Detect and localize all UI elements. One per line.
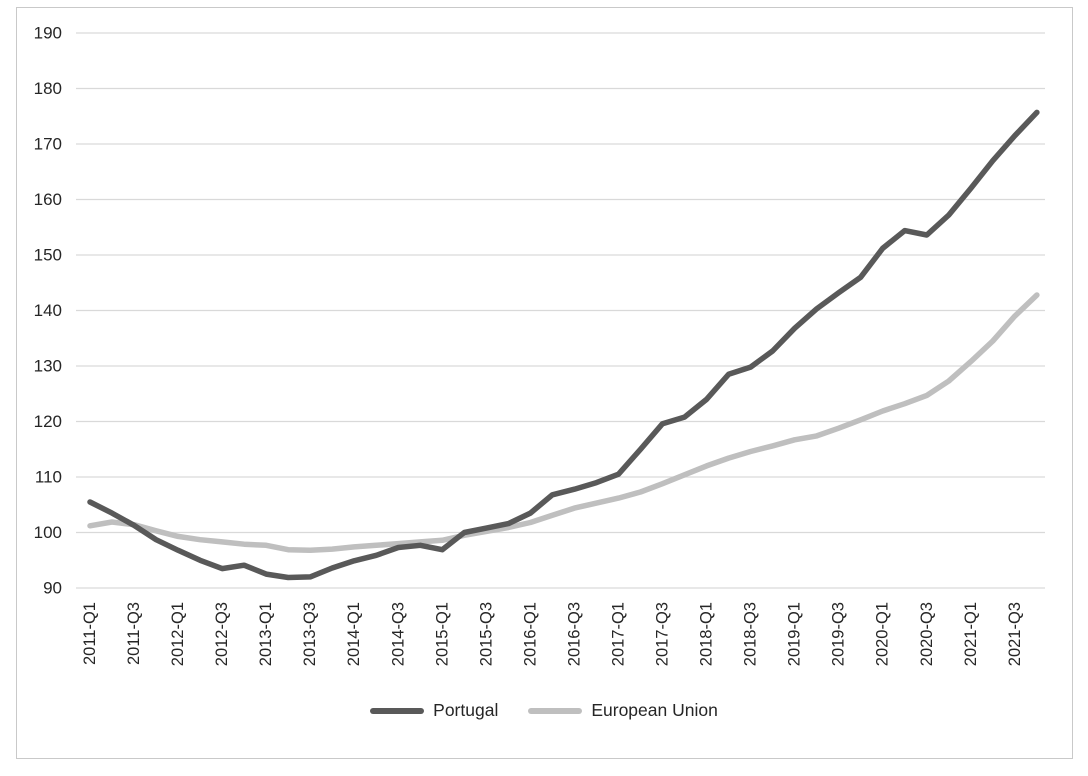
gridlines: [76, 32, 1045, 589]
y-tick-label: 150: [34, 246, 62, 265]
legend-item-european-union: European Union: [528, 700, 718, 721]
x-tick-label: 2021-Q1: [962, 602, 980, 666]
y-tick-label: 110: [35, 468, 62, 487]
x-tick-label: 2015-Q1: [433, 602, 451, 666]
y-tick-label: 170: [34, 135, 62, 154]
y-tick-label: 140: [34, 301, 62, 320]
x-tick-label: 2019-Q1: [786, 602, 804, 666]
x-tick-label: 2017-Q1: [609, 602, 627, 666]
x-tick-label: 2020-Q1: [874, 602, 892, 666]
x-tick-label: 2017-Q3: [654, 602, 672, 666]
y-tick-label: 100: [34, 523, 62, 542]
x-tick-label: 2018-Q3: [742, 602, 760, 666]
x-tick-label: 2013-Q1: [257, 602, 275, 666]
y-tick-label: 190: [34, 24, 62, 43]
y-tick-label: 130: [34, 357, 62, 376]
x-tick-label: 2011-Q3: [125, 602, 143, 665]
legend: Portugal European Union: [0, 700, 1088, 721]
x-tick-label: 2020-Q3: [918, 602, 936, 666]
legend-item-portugal: Portugal: [370, 700, 498, 721]
x-tick-label: 2012-Q1: [169, 602, 187, 666]
x-tick-label: 2016-Q1: [521, 602, 539, 666]
legend-label-portugal: Portugal: [433, 700, 499, 720]
y-tick-label: 180: [34, 79, 62, 98]
x-tick-label: 2016-Q3: [565, 602, 583, 666]
x-tick-label: 2018-Q1: [698, 602, 716, 666]
x-tick-label: 2012-Q3: [213, 602, 231, 666]
chart-frame: [16, 7, 1073, 759]
x-tick-label: 2019-Q3: [830, 602, 848, 666]
y-tick-label: 120: [34, 412, 62, 431]
portugal-line-swatch: [370, 707, 425, 714]
x-tick-label: 2013-Q3: [301, 602, 319, 666]
x-axis-labels: 2011-Q1 2011-Q3 2012-Q1 2012-Q3 2013-Q1 2013-…: [81, 602, 1024, 666]
european-union-line-swatch: [528, 707, 583, 714]
y-tick-label: 90: [43, 579, 62, 598]
x-tick-label: 2014-Q1: [345, 602, 363, 666]
x-tick-label: 2011-Q1: [81, 602, 99, 665]
x-tick-label: 2021-Q3: [1006, 602, 1024, 666]
legend-label-european-union: European Union: [591, 700, 718, 720]
y-axis-labels: 90 100 110 120 130 140 150 160 170 180 190: [34, 24, 62, 598]
x-tick-label: 2014-Q3: [389, 602, 407, 666]
portugal-line: [87, 109, 1040, 581]
european-union-line: [87, 292, 1040, 554]
x-tick-label: 2015-Q3: [477, 602, 495, 666]
y-tick-label: 160: [34, 190, 62, 209]
